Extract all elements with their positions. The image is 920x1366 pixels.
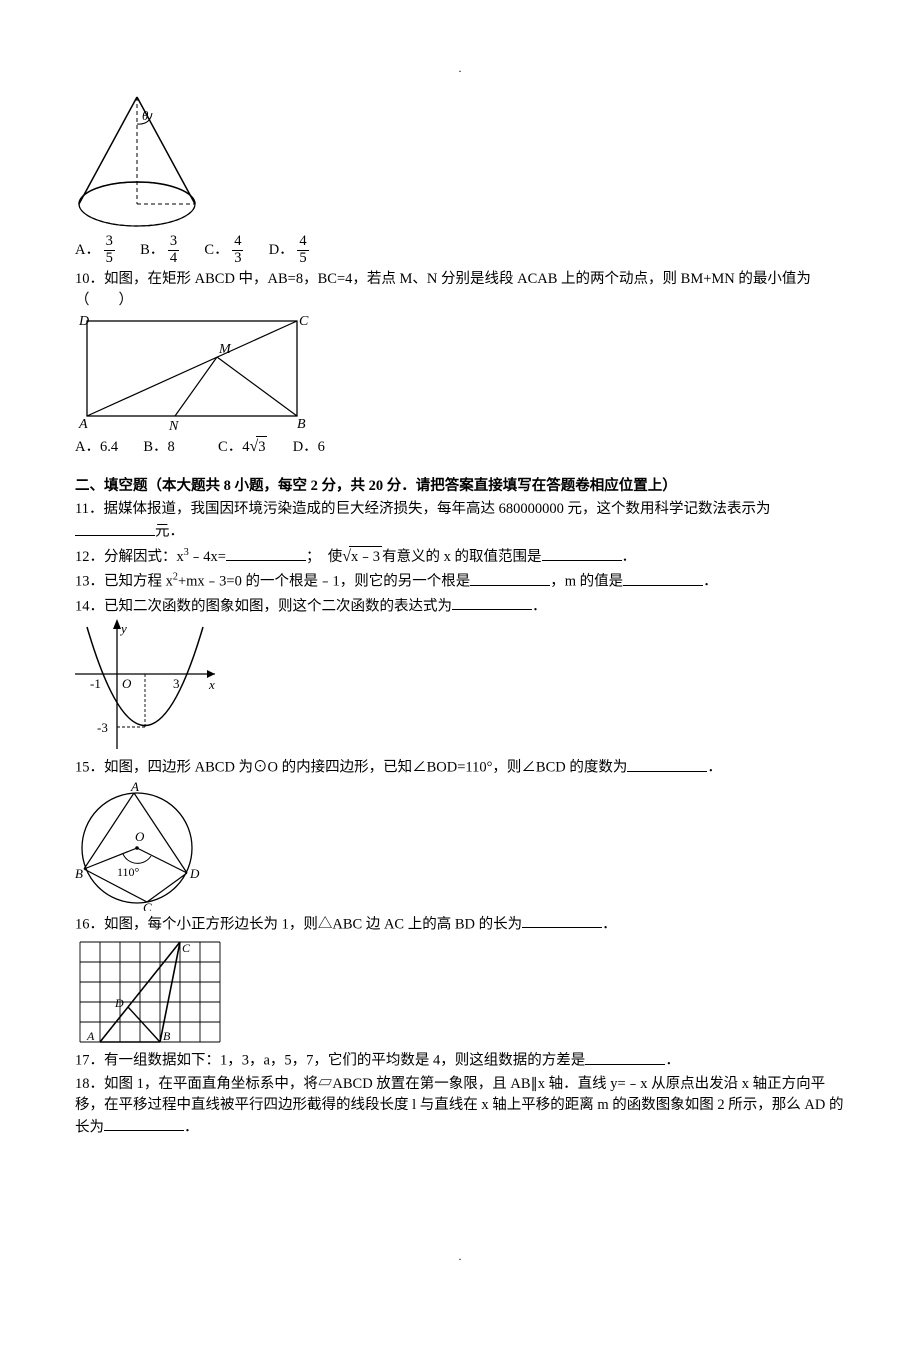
q13-blank1 bbox=[470, 570, 550, 586]
q10-num: 10 bbox=[75, 271, 90, 287]
q12-sqrt: √x﹣3 bbox=[342, 545, 382, 568]
q17: 17．有一组数据如下：1，3，a，5，7，它们的平均数是 4，则这组数据的方差是… bbox=[75, 1049, 845, 1072]
q17-tail: ． bbox=[665, 1053, 680, 1069]
svg-text:D: D bbox=[78, 314, 89, 329]
q18-blank bbox=[104, 1116, 184, 1132]
q12-a: ．分解因式：x bbox=[90, 549, 184, 565]
svg-text:C: C bbox=[143, 900, 152, 911]
q18: 18．如图 1，在平面直角坐标系中，将▱ABCD 放置在第一象限，且 AB∥x … bbox=[75, 1074, 845, 1139]
q10-opt-c-coef: 4 bbox=[242, 439, 249, 455]
q15-tail: ． bbox=[707, 760, 722, 776]
q11-num: 11 bbox=[75, 501, 89, 517]
q10-opt-b: B．8 bbox=[143, 439, 174, 455]
q9-opt-d-frac: 45 bbox=[297, 234, 308, 267]
q14-num: 14 bbox=[75, 598, 90, 614]
q13-blank2 bbox=[623, 570, 703, 586]
svg-text:3: 3 bbox=[173, 676, 180, 691]
q9-figure: θ bbox=[75, 92, 205, 232]
svg-text:D: D bbox=[189, 866, 200, 881]
q14-blank bbox=[452, 595, 532, 611]
q17-num: 17 bbox=[75, 1053, 90, 1069]
svg-text:θ: θ bbox=[142, 108, 149, 123]
svg-text:y: y bbox=[119, 621, 127, 636]
q12-e: ． bbox=[622, 549, 637, 565]
q16-blank bbox=[522, 913, 602, 929]
q16-num: 16 bbox=[75, 916, 90, 932]
svg-text:A: A bbox=[130, 781, 139, 794]
q13-c: ，m 的值是 bbox=[550, 574, 623, 590]
q9-options: A． 35 B． 34 C． 43 D． 45 bbox=[75, 234, 845, 267]
svg-text:B: B bbox=[75, 866, 83, 881]
q12-d: 有意义的 x 的取值范围是 bbox=[382, 549, 542, 565]
q16-text: ．如图，每个小正方形边长为 1，则△ABC 边 AC 上的高 BD 的长为 bbox=[90, 916, 523, 932]
q9-opt-a-label: A． bbox=[75, 242, 100, 258]
q11-text: ．据媒体报道，我国因环境污染造成的巨大经济损失，每年高达 680000000 元… bbox=[89, 501, 771, 517]
q13-b: +mx﹣3=0 的一个根是﹣1，则它的另一个根是 bbox=[178, 574, 470, 590]
svg-text:M: M bbox=[218, 342, 232, 357]
q13: 13．已知方程 x2+mx﹣3=0 的一个根是﹣1，则它的另一个根是，m 的值是… bbox=[75, 570, 845, 593]
q9-opt-c-label: C． bbox=[204, 242, 228, 258]
q16: 16．如图，每个小正方形边长为 1，则△ABC 边 AC 上的高 BD 的长为 ． bbox=[75, 913, 845, 936]
q10-opt-c-sqrt: √3 bbox=[249, 435, 267, 458]
q18-num: 18 bbox=[75, 1076, 90, 1092]
q9-opt-b-frac: 34 bbox=[168, 234, 179, 267]
q11-tail: 元． bbox=[155, 524, 184, 540]
q12-b: ﹣4x= bbox=[189, 549, 226, 565]
q9-opt-b-label: B． bbox=[140, 242, 164, 258]
svg-text:O: O bbox=[135, 829, 145, 844]
svg-text:O: O bbox=[122, 676, 132, 691]
q17-blank bbox=[585, 1049, 665, 1065]
q15-figure: A B C D O 110° bbox=[75, 781, 210, 911]
q18-tail: ． bbox=[184, 1119, 199, 1135]
q16-tail: ． bbox=[602, 916, 617, 932]
q13-num: 13 bbox=[75, 574, 90, 590]
q9-opt-c-frac: 43 bbox=[232, 234, 243, 267]
q17-text: ．有一组数据如下：1，3，a，5，7，它们的平均数是 4，则这组数据的方差是 bbox=[90, 1053, 586, 1069]
q15-num: 15 bbox=[75, 760, 90, 776]
svg-text:B: B bbox=[297, 417, 306, 432]
q9-opt-a-frac: 35 bbox=[104, 234, 115, 267]
q10-opt-a: A．6.4 bbox=[75, 439, 118, 455]
q15: 15．如图，四边形 ABCD 为⊙O 的内接四边形，已知∠BOD=110°，则∠… bbox=[75, 756, 845, 779]
svg-text:C: C bbox=[182, 941, 191, 955]
svg-text:x: x bbox=[208, 677, 215, 692]
top-marker: . bbox=[75, 60, 845, 77]
q10-opt-d: D．6 bbox=[293, 439, 325, 455]
q15-text: ．如图，四边形 ABCD 为⊙O 的内接四边形，已知∠BOD=110°，则∠BC… bbox=[90, 760, 628, 776]
q14-tail: ． bbox=[532, 598, 547, 614]
q10-opt-c-label: C． bbox=[218, 439, 242, 455]
q12-blank1 bbox=[226, 545, 306, 561]
q15-blank bbox=[627, 756, 707, 772]
q14-figure: y x O -1 3 -3 bbox=[75, 619, 225, 754]
svg-text:C: C bbox=[299, 314, 309, 329]
q13-d: ． bbox=[703, 574, 718, 590]
q10-options: A．6.4 B．8 C．4√3 D．6 bbox=[75, 435, 845, 458]
q12-num: 12 bbox=[75, 549, 90, 565]
q14: 14．已知二次函数的图象如图，则这个二次函数的表达式为 ． bbox=[75, 595, 845, 618]
section2-title: 二、填空题（本大题共 8 小题，每空 2 分，共 20 分．请把答案直接填写在答… bbox=[75, 476, 845, 497]
q11-blank bbox=[75, 520, 155, 536]
svg-text:A: A bbox=[86, 1029, 95, 1043]
svg-text:110°: 110° bbox=[117, 865, 140, 879]
svg-text:A: A bbox=[78, 417, 88, 432]
svg-text:B: B bbox=[163, 1029, 171, 1043]
q9-opt-d-label: D． bbox=[269, 242, 294, 258]
svg-text:N: N bbox=[168, 419, 179, 433]
q10-text: 10．如图，在矩形 ABCD 中，AB=8，BC=4，若点 M、N 分别是线段 … bbox=[75, 269, 845, 311]
bottom-marker: . bbox=[75, 1248, 845, 1265]
q12-blank2 bbox=[542, 545, 622, 561]
q10-figure: D C A B M N bbox=[75, 313, 315, 433]
q12: 12．分解因式：x3﹣4x=； 使√x﹣3有意义的 x 的取值范围是． bbox=[75, 545, 845, 568]
q12-c: ； 使 bbox=[306, 549, 342, 565]
q14-text: ．已知二次函数的图象如图，则这个二次函数的表达式为 bbox=[90, 598, 453, 614]
q10-body: ．如图，在矩形 ABCD 中，AB=8，BC=4，若点 M、N 分别是线段 AC… bbox=[75, 271, 811, 308]
svg-text:-3: -3 bbox=[97, 720, 108, 735]
q16-figure: A B C D bbox=[75, 937, 225, 1047]
q13-a: ．已知方程 x bbox=[90, 574, 173, 590]
svg-text:D: D bbox=[114, 996, 124, 1010]
q11: 11．据媒体报道，我国因环境污染造成的巨大经济损失，每年高达 680000000… bbox=[75, 499, 845, 543]
svg-text:-1: -1 bbox=[90, 676, 101, 691]
